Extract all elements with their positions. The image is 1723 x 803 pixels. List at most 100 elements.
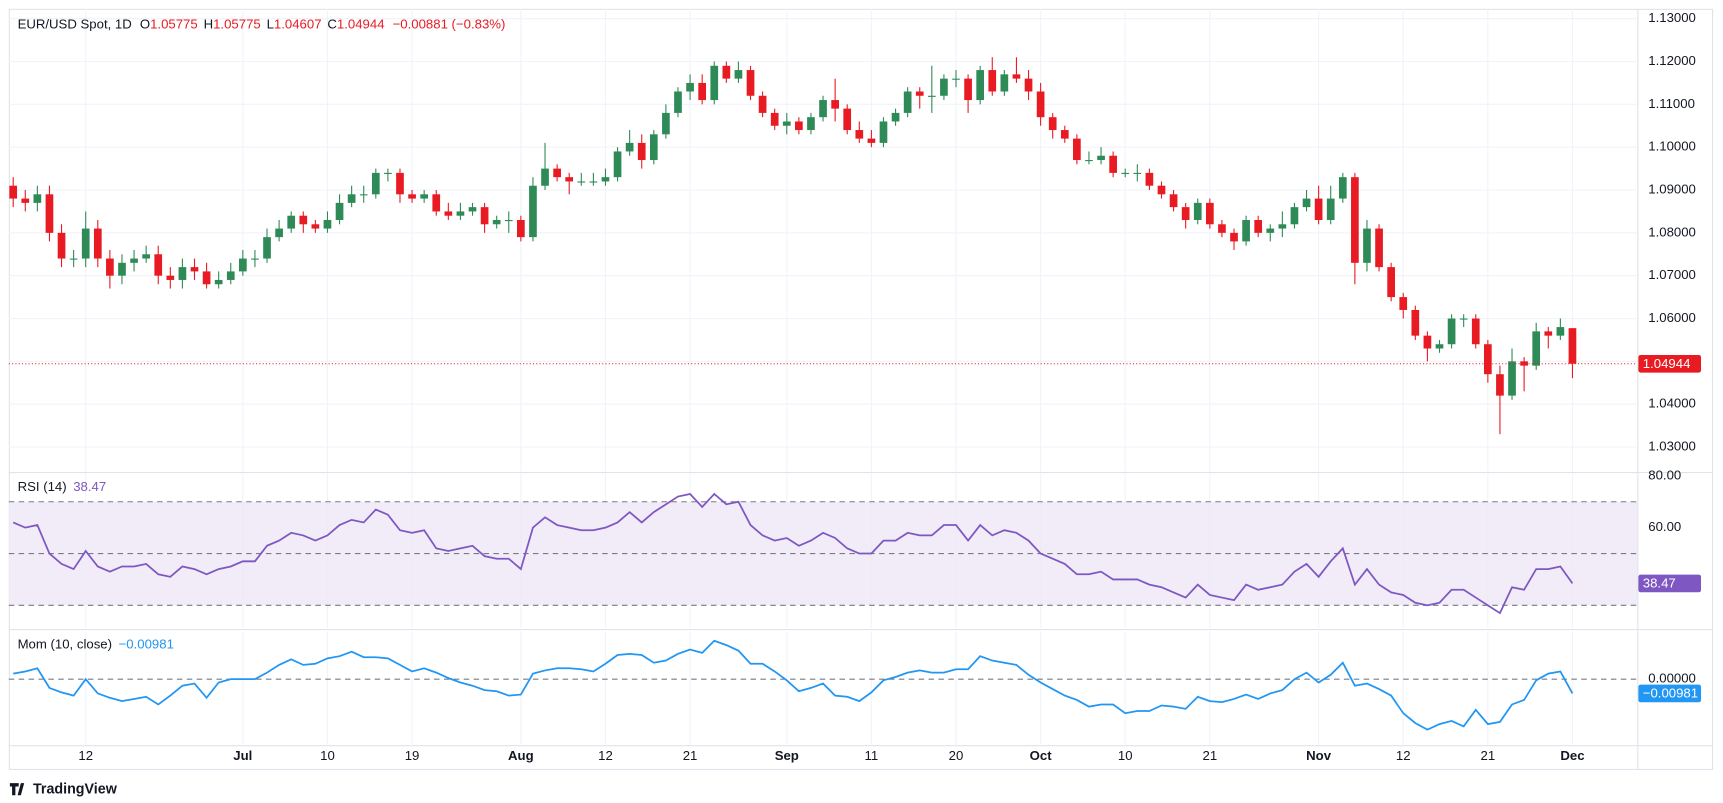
candle-body [1218, 224, 1226, 233]
candle-body [903, 91, 912, 113]
candle-body [1193, 202, 1202, 220]
price-tag [1638, 354, 1702, 373]
x-tick-label: 10 [320, 748, 335, 763]
candle-body [396, 172, 404, 195]
x-tick-label: Dec [1560, 748, 1584, 763]
candle-body [649, 134, 658, 161]
legend-value: −0.00981 [119, 637, 174, 652]
candle-body [335, 202, 344, 220]
footer-brand: TradingView [33, 782, 118, 798]
candle-body [1085, 160, 1093, 162]
ohlc-key: H [204, 17, 214, 32]
legend: Mom (10, close) −0.00981 [18, 637, 174, 652]
candle-body [601, 177, 610, 182]
candle-body [311, 224, 320, 229]
candle-body [843, 108, 852, 131]
candle-body [1387, 267, 1395, 298]
candle-body [1230, 232, 1238, 242]
candle-body [1278, 224, 1287, 229]
candle-body [1351, 177, 1359, 263]
candle-body [541, 168, 549, 186]
candle-body [746, 70, 755, 96]
x-tick-label: 20 [949, 748, 964, 763]
candle-body [589, 181, 598, 183]
y-tick-label: 1.13000 [1648, 10, 1696, 25]
candle-body [795, 121, 803, 131]
candle-body [529, 185, 537, 238]
candle-body [770, 112, 779, 126]
x-tick-label: Nov [1306, 748, 1332, 763]
candle-body [21, 198, 30, 203]
candle-body [1254, 219, 1263, 233]
candle-body [734, 70, 743, 79]
candle-body [807, 117, 815, 131]
candle-body [142, 254, 150, 259]
candle-body [722, 65, 731, 79]
candle-body [1423, 335, 1432, 349]
candle-body [855, 130, 864, 139]
candle-body [81, 228, 90, 259]
candle-body [275, 228, 283, 238]
candle-body [106, 258, 114, 276]
candle-body [976, 70, 985, 101]
candle-body [698, 82, 707, 101]
candle-body [1145, 172, 1154, 186]
candle-body [831, 100, 839, 109]
candle-body [408, 194, 416, 199]
ohlc-value: 1.04607 [274, 17, 322, 32]
candle-body [1556, 327, 1565, 336]
candle-body [1483, 344, 1492, 375]
ohlc-value: 1.04944 [337, 17, 385, 32]
candle-body [226, 271, 235, 280]
candle-body [1435, 344, 1444, 349]
candle-body [819, 100, 827, 118]
y-tick-label: 60.00 [1648, 519, 1681, 534]
ohlc-value: 1.05775 [213, 17, 261, 32]
candle-body [1496, 374, 1504, 396]
candle-body [927, 95, 936, 97]
candle-body [1447, 318, 1456, 345]
y-tick-label: 1.06000 [1648, 310, 1696, 325]
x-tick-label: Aug [508, 748, 534, 763]
candle-body [758, 95, 767, 113]
candle-body [1242, 219, 1250, 242]
y-tick-label: 80.00 [1648, 467, 1681, 482]
x-tick-label: 12 [598, 748, 613, 763]
plot-content: 1.030001.040001.050001.060001.070001.080… [8, 8, 1702, 763]
candle-body [1508, 361, 1516, 396]
candle-body [565, 177, 574, 182]
candle-body [1314, 198, 1323, 220]
candle-body [93, 228, 102, 259]
legend: RSI (14) 38.47 [18, 479, 107, 494]
price-tag [1638, 574, 1702, 593]
candle-body [1302, 198, 1311, 208]
candle-body [1471, 318, 1480, 345]
candle-body [57, 232, 66, 259]
candle-body [613, 151, 622, 178]
candle-body [251, 258, 259, 260]
candle-body [782, 121, 791, 126]
candle-body [166, 275, 175, 280]
candle-body [1520, 361, 1528, 366]
legend-name: Mom (10, close) [18, 637, 112, 652]
x-tick-label: 19 [405, 748, 420, 763]
price-tag-label: 38.47 [1643, 575, 1676, 590]
y-tick-label: 1.12000 [1648, 53, 1696, 68]
candle-body [710, 65, 719, 101]
candle-body [1169, 194, 1178, 208]
candle-body [1181, 207, 1190, 220]
candle-body [420, 194, 429, 199]
candle-body [202, 271, 211, 285]
candle-body [1375, 228, 1383, 268]
indicator-line [12, 492, 1574, 615]
price-tag-label: −0.00981 [1643, 685, 1698, 700]
price-change: −0.00881 (−0.83%) [393, 17, 506, 32]
x-tick-label: Sep [775, 748, 799, 763]
candle-body [1157, 185, 1166, 195]
candle-body [952, 78, 960, 80]
candle-body [637, 142, 646, 161]
candle-body [1000, 74, 1009, 92]
candle-body [1568, 328, 1577, 364]
